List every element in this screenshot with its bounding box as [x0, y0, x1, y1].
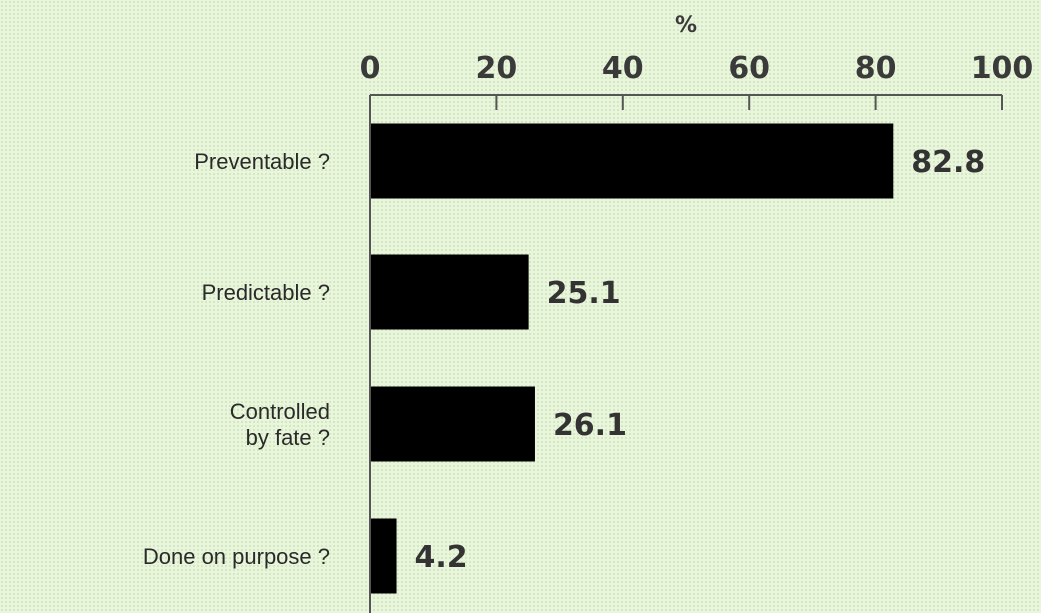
data-label: 4.2 [415, 540, 468, 575]
bar [370, 386, 535, 462]
data-label: 82.8 [911, 145, 985, 180]
x-tick-label: 0 [360, 51, 381, 86]
x-axis-title: % [675, 13, 697, 38]
bars [370, 123, 894, 594]
bar [370, 254, 529, 330]
data-label: 25.1 [547, 276, 621, 311]
bar [370, 123, 894, 199]
category-label: by fate ? [246, 425, 330, 450]
value-labels: 82.8 25.1 26.1 4.2 [415, 145, 986, 575]
x-tick-label: 20 [476, 51, 518, 86]
x-tick-label: 40 [602, 51, 644, 86]
x-axis-ticks: 0 20 40 60 80 100 [360, 51, 1034, 110]
data-label: 26.1 [553, 408, 627, 443]
category-label: Predictable ? [202, 280, 330, 305]
bar [370, 518, 397, 594]
x-tick-label: 60 [728, 51, 770, 86]
x-tick-label: 80 [855, 51, 897, 86]
x-tick-label: 100 [971, 51, 1034, 86]
category-label: Done on purpose ? [143, 544, 330, 569]
category-label: Preventable ? [194, 149, 330, 174]
category-label: Controlled [230, 399, 330, 424]
